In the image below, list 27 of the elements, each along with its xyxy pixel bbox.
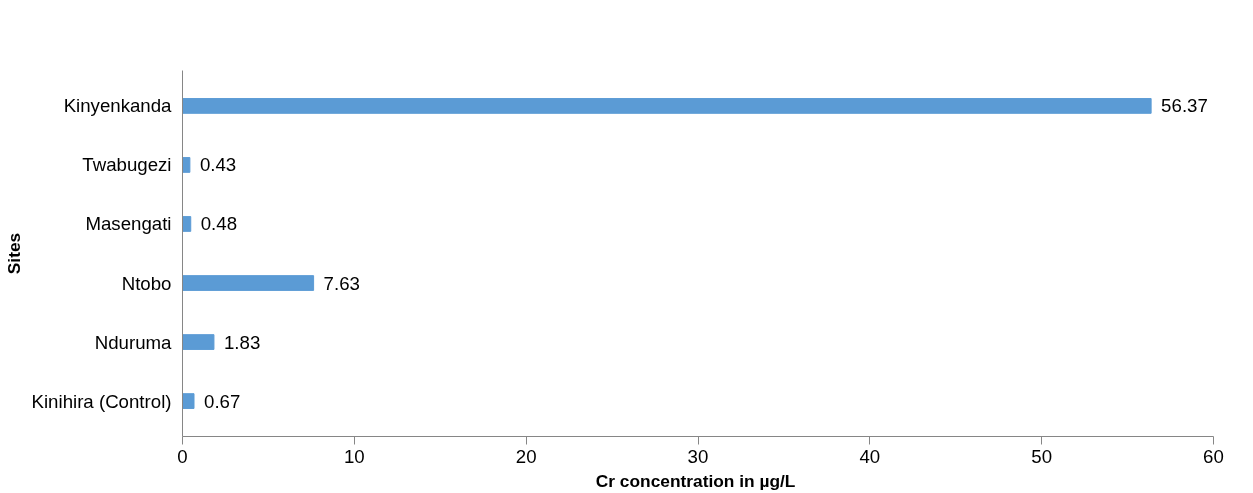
x-tick-label: 30 <box>687 445 709 467</box>
data-label: 0.67 <box>204 390 241 412</box>
bar <box>182 334 215 350</box>
y-tick-label: Twabugezi <box>82 154 172 176</box>
x-axis-title: Cr concentration in µg/L <box>595 470 796 491</box>
x-tick-label: 60 <box>1203 445 1224 467</box>
data-label: 56.37 <box>1161 95 1208 117</box>
x-tick-label: 50 <box>1031 445 1053 467</box>
data-label: 0.48 <box>200 213 238 235</box>
y-tick-label: Masengati <box>85 213 172 235</box>
data-label: 1.83 <box>223 331 261 353</box>
x-tick-label: 10 <box>343 445 365 467</box>
y-tick-label: Kinihira (Control) <box>31 390 172 412</box>
x-tick-label: 40 <box>859 445 881 467</box>
data-label: 7.63 <box>323 272 360 294</box>
y-tick-label: Ntobo <box>121 272 172 294</box>
data-label: 0.43 <box>199 154 237 176</box>
bar <box>182 275 315 291</box>
y-axis-title: Sites <box>3 232 24 275</box>
bar <box>182 157 191 173</box>
y-tick-label: Nduruma <box>94 331 173 353</box>
bar <box>182 393 195 409</box>
bar <box>182 216 192 232</box>
x-tick-label: 20 <box>515 445 537 467</box>
y-tick-label: Kinyenkanda <box>63 95 173 117</box>
x-tick-label: 0 <box>177 445 188 467</box>
bar <box>182 98 1152 114</box>
